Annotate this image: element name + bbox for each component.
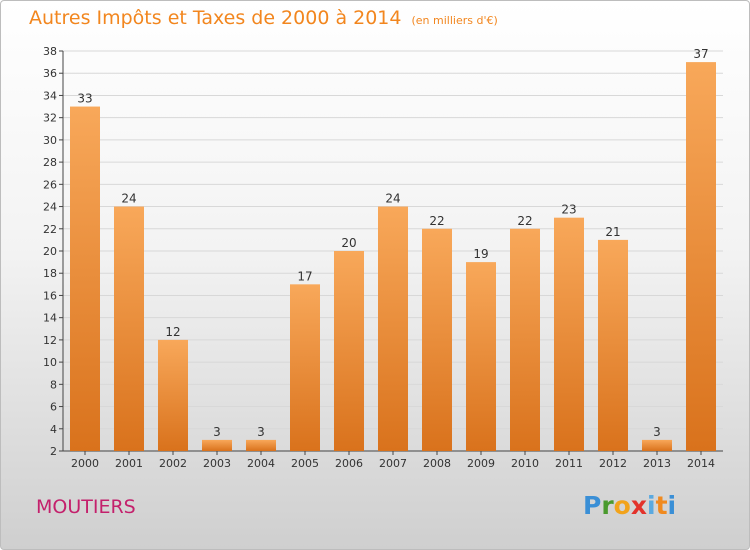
- data-label: 24: [385, 192, 400, 206]
- data-label: 22: [429, 214, 444, 228]
- logo-letter: r: [601, 491, 614, 520]
- data-label: 3: [653, 425, 661, 439]
- bar: [246, 439, 276, 451]
- y-tick-label: 12: [43, 334, 57, 347]
- x-tick-label: 2003: [203, 457, 231, 470]
- bar: [202, 439, 232, 451]
- y-tick-label: 24: [43, 201, 57, 214]
- y-tick-label: 10: [43, 356, 57, 369]
- y-tick-label: 14: [43, 312, 57, 325]
- bar: [290, 284, 320, 451]
- y-tick-label: 36: [43, 67, 57, 80]
- y-tick-label: 30: [43, 134, 57, 147]
- x-tick-label: 2013: [643, 457, 671, 470]
- labels: 2468101214161820222426283032343638332000…: [43, 45, 715, 470]
- x-tick-label: 2006: [335, 457, 363, 470]
- y-tick-label: 26: [43, 178, 57, 191]
- data-label: 22: [517, 214, 532, 228]
- bar: [422, 228, 452, 451]
- bar: [598, 239, 628, 451]
- chart-subtitle: (en milliers d'€): [411, 14, 498, 27]
- data-label: 23: [561, 203, 576, 217]
- chart-title: Autres Impôts et Taxes de 2000 à 2014: [29, 7, 402, 29]
- proxiti-logo: Proxiti: [583, 491, 676, 520]
- y-tick-label: 4: [50, 423, 57, 436]
- y-tick-label: 38: [43, 45, 57, 58]
- bars: [70, 62, 716, 452]
- x-tick-label: 2001: [115, 457, 143, 470]
- y-tick-label: 34: [43, 89, 57, 102]
- y-tick-label: 22: [43, 223, 57, 236]
- bar: [378, 206, 408, 451]
- data-label: 37: [693, 47, 708, 61]
- y-tick-label: 2: [50, 445, 57, 458]
- x-tick-label: 2009: [467, 457, 495, 470]
- data-label: 3: [213, 425, 221, 439]
- x-tick-label: 2000: [71, 457, 99, 470]
- y-tick-label: 8: [50, 378, 57, 391]
- data-label: 20: [341, 236, 356, 250]
- bar: [686, 62, 716, 451]
- x-tick-label: 2002: [159, 457, 187, 470]
- x-tick-label: 2012: [599, 457, 627, 470]
- x-tick-label: 2010: [511, 457, 539, 470]
- commune-name: MOUTIERS: [36, 496, 136, 518]
- logo-letter: i: [667, 491, 677, 520]
- x-tick-label: 2004: [247, 457, 275, 470]
- data-label: 3: [257, 425, 265, 439]
- y-tick-label: 20: [43, 245, 57, 258]
- title-row: Autres Impôts et Taxes de 2000 à 2014 (e…: [29, 7, 498, 29]
- logo-letter: x: [630, 491, 647, 520]
- y-tick-label: 32: [43, 112, 57, 125]
- logo-letter: P: [583, 491, 602, 520]
- y-tick-label: 18: [43, 267, 57, 280]
- data-label: 19: [473, 247, 488, 261]
- x-tick-label: 2008: [423, 457, 451, 470]
- data-label: 12: [165, 325, 180, 339]
- y-tick-label: 28: [43, 156, 57, 169]
- y-tick-label: 6: [50, 401, 57, 414]
- data-label: 21: [605, 225, 620, 239]
- bar: [466, 262, 496, 451]
- data-label: 33: [77, 92, 92, 106]
- x-tick-label: 2014: [687, 457, 715, 470]
- x-tick-label: 2005: [291, 457, 319, 470]
- bar: [114, 206, 144, 451]
- logo-letter: o: [613, 491, 631, 520]
- data-label: 24: [121, 192, 136, 206]
- x-tick-label: 2007: [379, 457, 407, 470]
- data-label: 17: [297, 269, 312, 283]
- logo-letter: i: [647, 491, 656, 520]
- bar: [642, 439, 672, 451]
- logo-letter: t: [655, 491, 668, 520]
- bar: [70, 106, 100, 452]
- y-tick-label: 16: [43, 289, 57, 302]
- bar: [554, 217, 584, 451]
- x-tick-label: 2011: [555, 457, 583, 470]
- bar: [334, 251, 364, 451]
- bar: [158, 339, 188, 451]
- bar: [510, 228, 540, 451]
